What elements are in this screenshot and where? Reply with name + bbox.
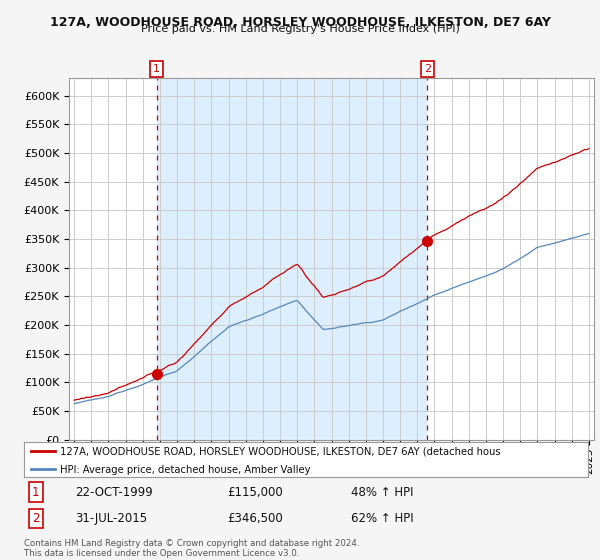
Text: 127A, WOODHOUSE ROAD, HORSLEY WOODHOUSE, ILKESTON, DE7 6AY (detached hous: 127A, WOODHOUSE ROAD, HORSLEY WOODHOUSE,… [59,447,500,457]
Text: Price paid vs. HM Land Registry's House Price Index (HPI): Price paid vs. HM Land Registry's House … [140,24,460,34]
Text: 1: 1 [153,64,160,74]
Bar [157,78,427,440]
Text: HPI: Average price, detached house, Amber Valley: HPI: Average price, detached house, Ambe… [59,465,310,475]
Text: 31-JUL-2015: 31-JUL-2015 [75,512,147,525]
Text: £115,000: £115,000 [227,486,283,499]
Text: 127A, WOODHOUSE ROAD, HORSLEY WOODHOUSE, ILKESTON, DE7 6AY: 127A, WOODHOUSE ROAD, HORSLEY WOODHOUSE,… [50,16,550,29]
Text: 62% ↑ HPI: 62% ↑ HPI [351,512,414,525]
Text: 22-OCT-1999: 22-OCT-1999 [75,486,152,499]
Text: 2: 2 [424,64,431,74]
Text: 2: 2 [32,512,40,525]
Text: Contains HM Land Registry data © Crown copyright and database right 2024.
This d: Contains HM Land Registry data © Crown c… [24,539,359,558]
Text: £346,500: £346,500 [227,512,283,525]
Text: 48% ↑ HPI: 48% ↑ HPI [351,486,413,499]
Text: 1: 1 [32,486,40,499]
